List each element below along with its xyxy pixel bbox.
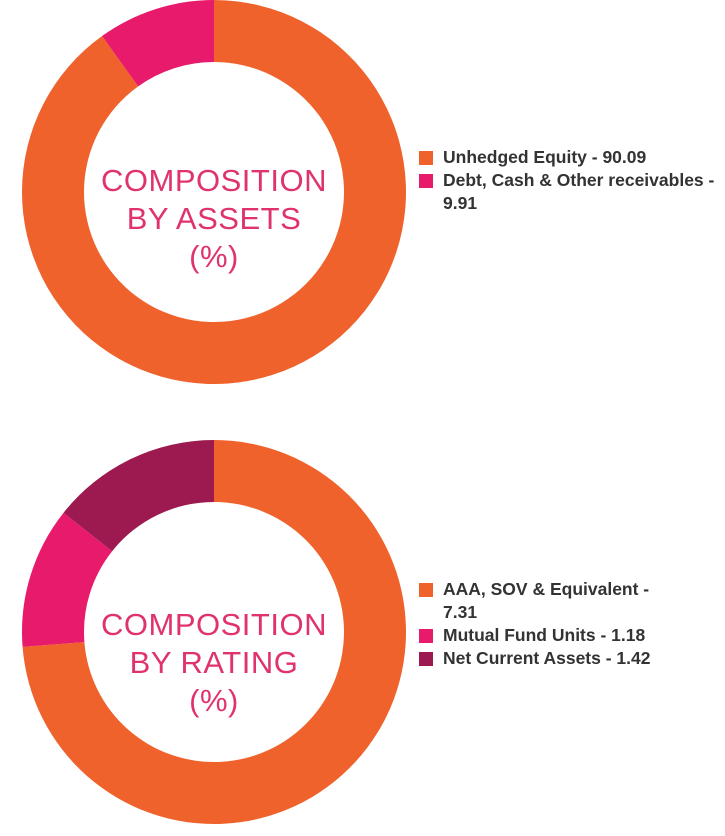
- rating-slice-3: [63, 440, 214, 552]
- rating-legend-item-net-current: Net Current Assets - 1.42: [419, 647, 669, 670]
- rating-title-line-2: BY RATING: [129, 645, 299, 680]
- rating-slice-2: [21, 512, 113, 647]
- assets-title-line-1: COMPOSITION: [101, 163, 327, 198]
- assets-donut: [22, 0, 406, 384]
- assets-legend-swatch-debt: [419, 174, 433, 188]
- rating-legend-label-net-current: Net Current Assets - 1.42: [443, 648, 651, 668]
- assets-slice-2: [102, 0, 214, 87]
- rating-donut: [21, 440, 407, 824]
- rating-legend-label-mutual-fund: Mutual Fund Units - 1.18: [443, 625, 646, 645]
- assets-legend-item-debt: Debt, Cash & Other receivables - 9.91: [419, 169, 719, 215]
- rating-legend-item-aaa: AAA, SOV & Equivalent - 7.31: [419, 578, 669, 624]
- rating-legend-swatch-mutual-fund: [419, 629, 433, 643]
- assets-legend-item-equity: Unhedged Equity - 90.09: [419, 146, 719, 169]
- rating-legend-swatch-aaa: [419, 583, 433, 597]
- assets-legend: Unhedged Equity - 90.09 Debt, Cash & Oth…: [419, 146, 719, 215]
- assets-legend-label-debt: Debt, Cash & Other receivables - 9.91: [443, 170, 715, 213]
- assets-title-line-3: (%): [189, 239, 239, 274]
- assets-legend-label-equity: Unhedged Equity - 90.09: [443, 147, 647, 167]
- rating-title-line-3: (%): [189, 683, 239, 718]
- rating-legend-label-aaa: AAA, SOV & Equivalent - 7.31: [443, 579, 650, 622]
- assets-slice-1: [22, 0, 406, 384]
- rating-title-line-1: COMPOSITION: [101, 607, 327, 642]
- assets-legend-swatch-equity: [419, 151, 433, 165]
- rating-composition-chart: COMPOSITION BY RATING (%) AAA, SOV & Equ…: [0, 420, 725, 836]
- rating-legend: AAA, SOV & Equivalent - 7.31 Mutual Fund…: [419, 578, 669, 670]
- assets-composition-chart: COMPOSITION BY ASSETS (%) Unhedged Equit…: [0, 0, 725, 400]
- assets-center-title: COMPOSITION BY ASSETS (%): [84, 162, 344, 276]
- rating-center-title: COMPOSITION BY RATING (%): [84, 606, 344, 720]
- assets-title-line-2: BY ASSETS: [126, 201, 302, 236]
- rating-legend-swatch-net-current: [419, 652, 433, 666]
- rating-slice-1: [22, 440, 407, 824]
- rating-legend-item-mutual-fund: Mutual Fund Units - 1.18: [419, 624, 669, 647]
